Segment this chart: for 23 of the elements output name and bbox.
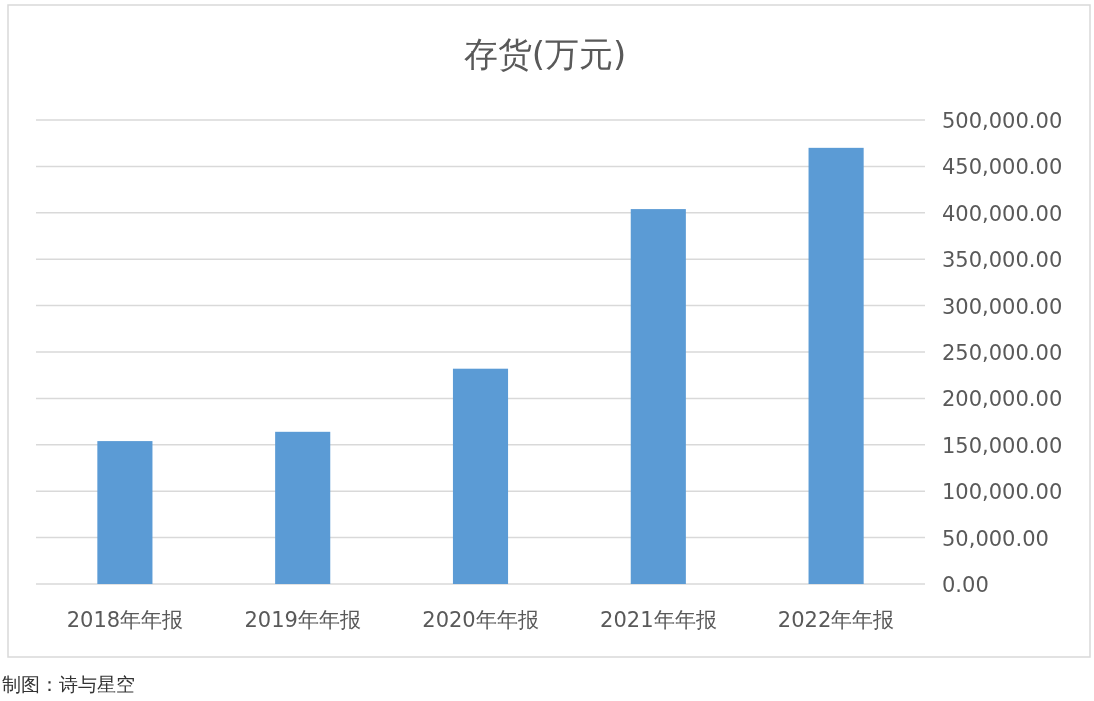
- chart-title: 存货(万元): [463, 34, 627, 74]
- x-tick-label: 2018年年报: [66, 608, 184, 632]
- y-tick-label: 300,000.00: [942, 294, 1063, 319]
- bar: [630, 209, 686, 584]
- x-tick-label: 2020年年报: [422, 608, 539, 632]
- text: 制图：诗与星空: [2, 673, 135, 695]
- bar: [808, 147, 864, 584]
- y-tick-label: 50,000.00: [942, 526, 1049, 551]
- x-tick-label: 2022年年报: [777, 608, 895, 632]
- bar: [452, 368, 509, 584]
- y-tick-label: 250,000.00: [942, 341, 1063, 365]
- y-tick-label: 350,000.00: [942, 248, 1063, 273]
- y-tick-label: 450,000.00: [942, 155, 1063, 180]
- y-tick-label: 400,000.00: [942, 201, 1063, 226]
- bar: [275, 431, 331, 584]
- y-tick-label: 150,000.00: [942, 433, 1063, 458]
- y-tick-label: 0.00: [942, 573, 989, 597]
- y-tick-label: 500,000.00: [942, 109, 1063, 133]
- x-tick-label: 2021年年报: [600, 608, 717, 632]
- x-tick-label: 2019年年报: [244, 608, 361, 632]
- bar: [97, 441, 153, 584]
- y-tick-label: 100,000.00: [942, 480, 1063, 505]
- y-tick-label: 200,000.00: [942, 387, 1063, 412]
